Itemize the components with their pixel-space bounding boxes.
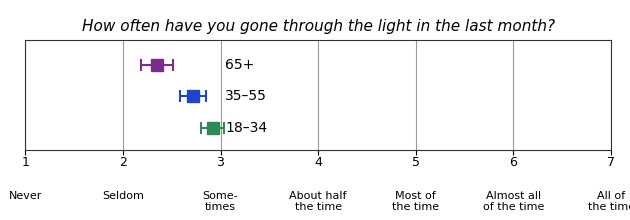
Text: About half
the time: About half the time xyxy=(289,191,347,212)
Text: 65+: 65+ xyxy=(226,58,255,72)
Text: Never: Never xyxy=(9,191,42,201)
Text: All of
the time: All of the time xyxy=(588,191,630,212)
Text: Seldom: Seldom xyxy=(102,191,144,201)
Text: Most of
the time: Most of the time xyxy=(392,191,439,212)
Text: 35–55: 35–55 xyxy=(226,89,267,103)
Text: 18–34: 18–34 xyxy=(226,121,268,135)
Text: Almost all
of the time: Almost all of the time xyxy=(483,191,544,212)
Title: How often have you gone through the light in the last month?: How often have you gone through the ligh… xyxy=(82,19,554,34)
Text: Some-
times: Some- times xyxy=(203,191,238,212)
